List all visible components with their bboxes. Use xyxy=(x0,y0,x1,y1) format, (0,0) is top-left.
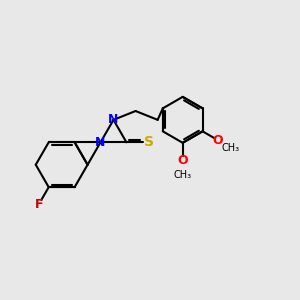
Text: N: N xyxy=(108,113,119,126)
Text: S: S xyxy=(143,135,154,149)
Text: O: O xyxy=(213,134,223,147)
Text: O: O xyxy=(177,154,188,167)
Text: N: N xyxy=(95,136,106,149)
Text: CH₃: CH₃ xyxy=(222,143,240,153)
Text: F: F xyxy=(34,198,43,211)
Text: CH₃: CH₃ xyxy=(174,170,192,181)
